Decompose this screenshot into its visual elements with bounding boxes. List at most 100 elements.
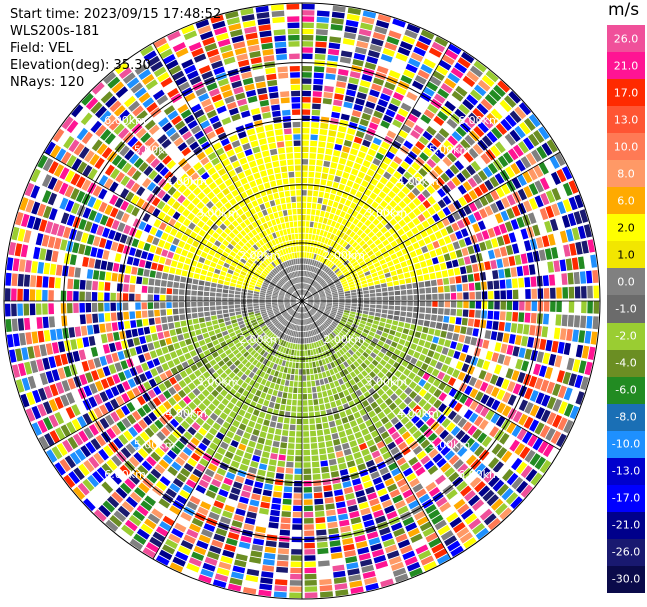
range-gate [302, 121, 310, 128]
range-gate [252, 395, 260, 403]
range-gate [92, 185, 102, 197]
range-gate [294, 312, 298, 318]
range-gate [415, 488, 427, 499]
range-gate [211, 319, 219, 325]
range-gate [324, 402, 331, 410]
range-gate [290, 555, 302, 561]
range-gate [273, 276, 279, 282]
range-gate [39, 372, 49, 386]
range-gate [460, 433, 471, 445]
range-gate [304, 524, 314, 530]
range-gate [378, 527, 391, 536]
range-gate [312, 196, 318, 203]
range-gate [315, 254, 320, 261]
range-gate [313, 480, 322, 487]
range-gate [318, 135, 327, 142]
range-gate [286, 399, 292, 406]
range-gate [286, 260, 291, 267]
range-gate [272, 440, 280, 448]
range-gate [271, 503, 281, 511]
range-gate [60, 151, 72, 165]
range-gate [357, 151, 366, 159]
range-gate [177, 142, 188, 152]
range-gate [314, 302, 320, 304]
range-gate [140, 250, 149, 260]
range-gate [274, 252, 280, 258]
range-gate [157, 71, 170, 83]
range-gate [369, 371, 377, 379]
range-gate [124, 149, 135, 161]
range-gate [244, 234, 251, 242]
range-gate [490, 498, 504, 511]
range-gate [197, 506, 209, 516]
range-gate [239, 248, 247, 255]
range-gate [37, 330, 45, 343]
range-gate [282, 423, 290, 430]
range-gate [177, 158, 188, 168]
range-gate [409, 567, 423, 578]
range-gate [256, 376, 263, 384]
range-gate [201, 357, 209, 365]
range-gate [370, 543, 383, 552]
range-gate [262, 270, 268, 276]
range-gate [142, 443, 153, 455]
range-gate [18, 259, 26, 272]
range-gate [255, 269, 262, 274]
range-gate [285, 305, 291, 309]
range-gate [242, 255, 249, 261]
range-gate [148, 317, 155, 326]
range-gate [311, 259, 315, 266]
range-gate [278, 302, 284, 304]
range-gate [287, 165, 294, 172]
range-gate [486, 320, 493, 330]
range-gate [412, 430, 422, 440]
range-gate [309, 259, 313, 265]
range-gate [163, 105, 176, 116]
range-gate [14, 211, 24, 226]
range-gate [212, 437, 222, 446]
range-gate [271, 269, 277, 275]
range-gate [305, 284, 309, 290]
range-gate [299, 363, 302, 369]
range-gate [161, 544, 176, 555]
range-gate [27, 346, 35, 359]
range-gate [285, 467, 294, 474]
range-gate [312, 316, 317, 321]
range-gate [161, 138, 172, 149]
range-gate [96, 225, 105, 236]
range-gate [389, 366, 397, 374]
range-gate [374, 455, 384, 464]
range-gate [198, 92, 210, 102]
range-gate [261, 425, 269, 433]
range-gate [294, 165, 301, 171]
range-gate [303, 455, 311, 462]
range-gate [310, 430, 317, 437]
range-gate [93, 357, 102, 368]
range-gate [138, 221, 147, 231]
range-gate [511, 425, 522, 438]
range-gate [274, 479, 284, 486]
range-gate [177, 194, 186, 204]
range-gate [202, 186, 212, 195]
range-gate [226, 430, 235, 439]
range-gate [405, 436, 415, 445]
range-gate [153, 37, 168, 49]
range-gate [355, 540, 368, 549]
range-gate [463, 537, 477, 549]
range-gate [552, 383, 561, 397]
range-gate [345, 19, 359, 28]
range-gate [203, 104, 215, 113]
range-gate [313, 399, 319, 405]
range-gate [240, 437, 249, 446]
range-gate [279, 292, 285, 296]
range-gate [66, 214, 76, 227]
range-gate [515, 358, 524, 370]
range-gate [239, 323, 246, 329]
range-gate [274, 198, 281, 206]
range-gate [283, 122, 292, 129]
range-gate [278, 301, 284, 303]
range-gate [333, 319, 339, 324]
range-gate [317, 311, 323, 315]
range-gate [191, 197, 201, 206]
range-gate [361, 448, 370, 457]
